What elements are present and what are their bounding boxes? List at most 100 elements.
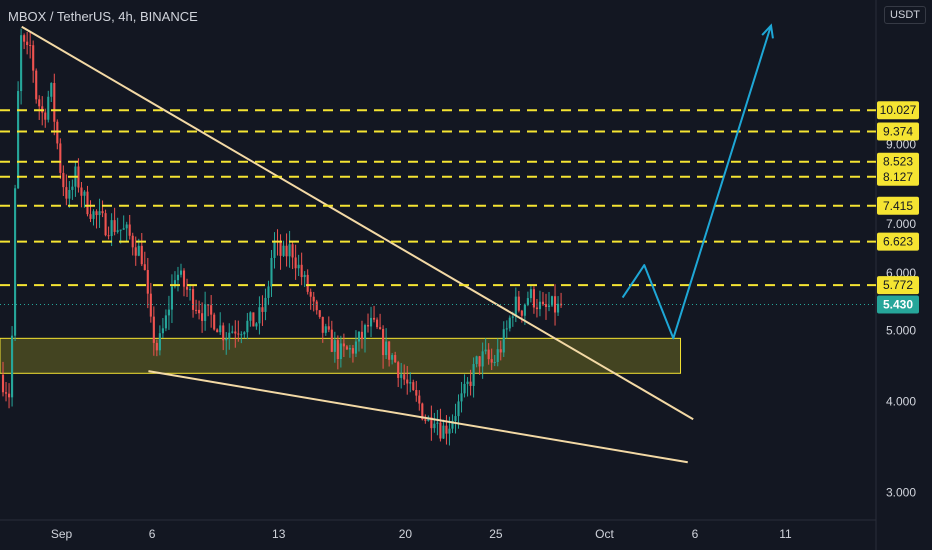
candle-body [20,35,23,92]
candle-body [210,305,213,315]
current-price-badge [877,295,919,314]
price-level-value: 10.027 [880,103,917,117]
candle-body [418,395,421,404]
candle-body [460,393,463,402]
candle-body [17,91,20,189]
x-tick-label: 11 [779,527,792,541]
price-level-badge [877,122,919,141]
price-level-badge [877,276,919,295]
candle-body [490,359,493,363]
candle-body [333,340,336,352]
candle-body [255,323,258,327]
candle-body [170,286,174,310]
candle-body [195,309,198,311]
candle-body [267,286,270,298]
candle-body [167,309,170,316]
candle-body [442,425,445,439]
candle-body [556,303,560,313]
candle-body [164,315,167,329]
candle-body [249,312,252,321]
candle-body [529,289,532,299]
candle-body [152,316,155,343]
candle-body [201,313,204,321]
candle-body [65,187,68,199]
projection-path [621,25,772,340]
projection-arrowhead [761,23,774,39]
candle-body [155,342,158,351]
candle-body [360,331,364,340]
candle-body [391,355,394,360]
candle-body [523,304,526,316]
candle-body [101,211,104,214]
candle-body [379,327,382,329]
candle-body [71,186,74,190]
price-level-value: 7.415 [883,199,913,213]
candle-body [29,45,32,47]
candle-body [400,374,403,378]
candle-body [44,112,47,120]
price-level-badge [877,101,919,120]
candle-body [119,229,122,231]
candle-body [520,310,523,316]
y-tick-label: 5.000 [886,324,916,338]
price-level-badge [877,167,919,186]
candle-body [496,349,499,363]
candle-body [517,296,520,311]
candle-body [291,244,294,258]
candle-body [354,341,358,354]
candle-body [433,423,436,429]
candle-body [475,356,478,365]
candle-body [487,349,490,360]
candle-body [342,343,345,347]
candle-body [92,211,95,219]
candle-body [237,333,240,335]
candle-body [228,332,231,339]
candle-body [403,374,406,380]
candle-body [134,247,137,256]
candle-body [252,312,255,327]
candle-body [463,383,466,394]
candle-body [191,289,195,310]
candle-body [198,309,201,314]
candle-body [56,121,59,144]
candle-body [514,296,517,317]
candle-body [53,83,56,122]
candle-body [412,382,415,390]
candle-body [372,317,376,320]
candle-body [258,307,261,324]
candle-body [369,317,373,327]
candle-body [273,241,276,258]
candle-body [478,356,481,367]
candle-body [336,340,339,360]
candle-body [59,143,62,173]
candle-body [68,189,71,199]
candle-body [95,211,98,216]
candle-body [107,235,110,237]
descending-resistance-trendline [21,25,694,421]
candle-body [140,245,143,265]
candle-body [366,325,370,327]
descending-support-trendline [148,370,688,464]
price-level-value: 8.127 [883,170,913,184]
candle-body [415,389,418,396]
candle-body [128,224,131,236]
y-tick-label: 3.000 [886,485,916,499]
candle-body [526,298,529,305]
chart-title: MBOX / TetherUS, 4h, BINANCE [8,9,198,24]
current-price-value: 5.430 [883,297,913,311]
candle-body [499,349,502,353]
candle-body [246,320,249,333]
candle-body [315,301,318,311]
candle-body [439,422,442,439]
candle-body [532,289,535,308]
candle-body [179,270,183,275]
candle-body [318,310,321,317]
candle-body [324,326,327,333]
candle-body [173,280,177,287]
candle-body [222,325,225,341]
candle-body [454,416,457,421]
candle-body [282,245,285,256]
y-tick-label: 4.000 [886,394,916,408]
currency-button[interactable]: USDT [884,6,926,24]
